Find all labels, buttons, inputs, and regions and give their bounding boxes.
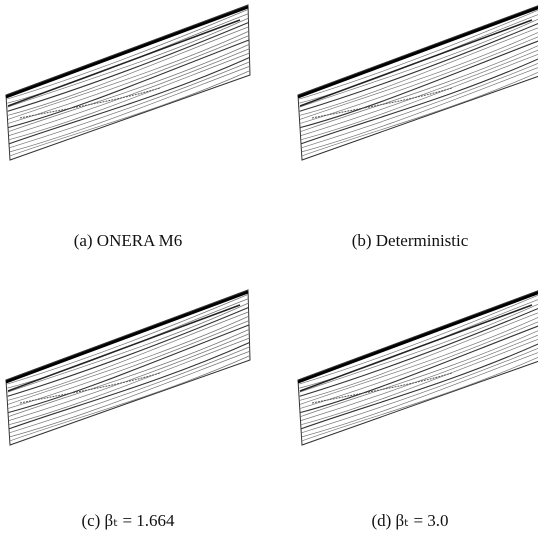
page: {"panels": [ {"caption": "(a) ONERA M6"}… [0, 0, 538, 539]
caption: (c) βₜ = 1.664 [81, 511, 175, 530]
panel-d-plot [298, 290, 538, 445]
panel-c-plot [6, 290, 250, 445]
panel-a-plot [6, 5, 250, 160]
figure: (a) ONERA M6 (b) Deterministic (c) βₜ = … [0, 0, 538, 539]
panel-b-plot [298, 5, 538, 160]
caption: (d) βₜ = 3.0 [371, 511, 448, 530]
caption: (b) Deterministic [352, 231, 469, 250]
caption: (a) ONERA M6 [74, 231, 183, 250]
